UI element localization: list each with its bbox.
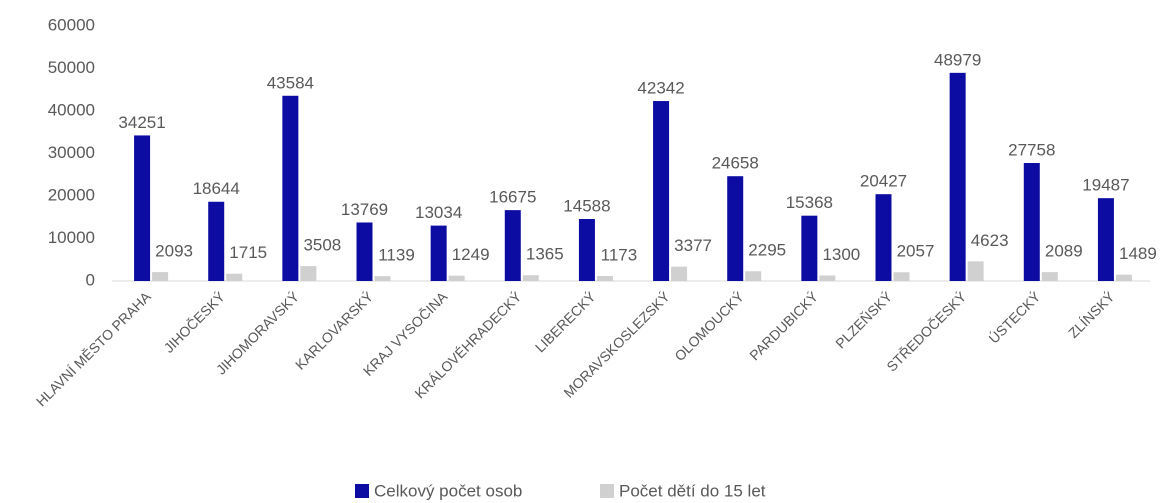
x-tick-label: ÚSTECKÝ [985,288,1044,347]
bar [1097,198,1114,281]
data-label: 16675 [489,188,536,207]
bar [282,95,299,281]
x-tick-label: PLZEŇSKÝ [832,288,895,351]
y-tick-label: 50000 [48,58,95,77]
data-label: 27758 [1008,141,1055,160]
bar [1041,272,1058,281]
bar [504,210,521,281]
x-tick-label: JIHOČESKÝ [161,288,229,356]
bar [727,176,744,281]
data-label: 4623 [971,231,1009,250]
data-label: 15368 [786,193,833,212]
bar [671,266,688,281]
data-label: 1365 [526,245,564,264]
data-label: 2295 [748,241,786,260]
data-label: 43584 [267,73,314,92]
y-tick-label: 10000 [48,228,95,247]
data-label: 14588 [563,196,610,215]
x-tick-label: ZLÍNSKÝ [1065,288,1118,341]
data-label: 2093 [155,242,193,261]
data-label: 34251 [118,113,165,132]
data-label: 3508 [303,236,341,255]
y-tick-label: 40000 [48,100,95,119]
bar [430,225,447,281]
data-label: 24658 [712,154,759,173]
y-tick-label: 20000 [48,185,95,204]
bar [819,275,836,281]
x-tick-label: KARLOVARSKÝ [292,288,377,373]
x-tick-label: OLOMOUCKÝ [671,288,747,364]
bar [208,201,225,281]
bar [967,261,984,281]
data-label: 42342 [637,79,684,98]
bar [949,72,966,281]
bar [522,275,539,281]
bar [374,276,391,281]
data-label: 13034 [415,203,462,222]
legend-swatch [600,484,614,498]
x-tick-label: STŘEDOČESKÝ [883,288,970,375]
data-label: 19487 [1082,176,1129,195]
data-label: 48979 [934,50,981,69]
data-label: 1139 [378,246,415,265]
bar [596,276,613,281]
y-tick-label: 60000 [48,15,95,34]
data-label: 13769 [341,200,388,219]
x-tick-label: HLAVNÍ MĚSTO PRAHA [33,288,154,409]
legend-label: Počet dětí do 15 let [619,481,766,500]
legend-swatch [355,484,369,498]
data-label: 1489 [1119,244,1157,263]
bar [875,194,892,281]
bar [1115,274,1132,281]
data-label: 1300 [822,245,860,264]
x-tick-label: JIHOMORAVSKÝ [213,288,303,378]
bar [226,273,243,281]
x-tick-label: PARDUBICKÝ [746,288,821,363]
data-label: 20427 [860,172,907,191]
data-label: 1715 [229,243,267,262]
bar [1023,163,1040,281]
y-tick-label: 0 [86,270,95,289]
y-tick-label: 30000 [48,143,95,162]
bar [801,215,818,281]
bar [300,266,317,281]
data-label: 3377 [674,236,712,255]
bar [356,222,373,281]
bar [152,272,169,281]
bar [134,135,151,281]
data-label: 1249 [452,245,490,264]
data-label: 1173 [601,245,638,264]
bar [578,219,595,281]
data-label: 2057 [897,242,935,261]
bar [448,275,465,281]
data-label: 18644 [193,179,240,198]
bar [653,101,670,281]
bar [745,271,762,281]
x-tick-label: LIBERECKÝ [532,288,599,355]
legend-label: Celkový počet osob [374,481,522,500]
bar [893,272,910,281]
data-label: 2089 [1045,242,1083,261]
